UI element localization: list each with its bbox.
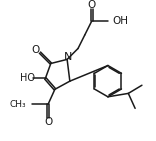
Text: HO: HO bbox=[20, 73, 35, 83]
Text: N: N bbox=[64, 52, 72, 62]
Text: CH₃: CH₃ bbox=[10, 100, 26, 109]
Text: O: O bbox=[88, 0, 96, 10]
Text: OH: OH bbox=[112, 16, 128, 26]
Text: O: O bbox=[32, 45, 40, 55]
Text: O: O bbox=[44, 117, 52, 127]
